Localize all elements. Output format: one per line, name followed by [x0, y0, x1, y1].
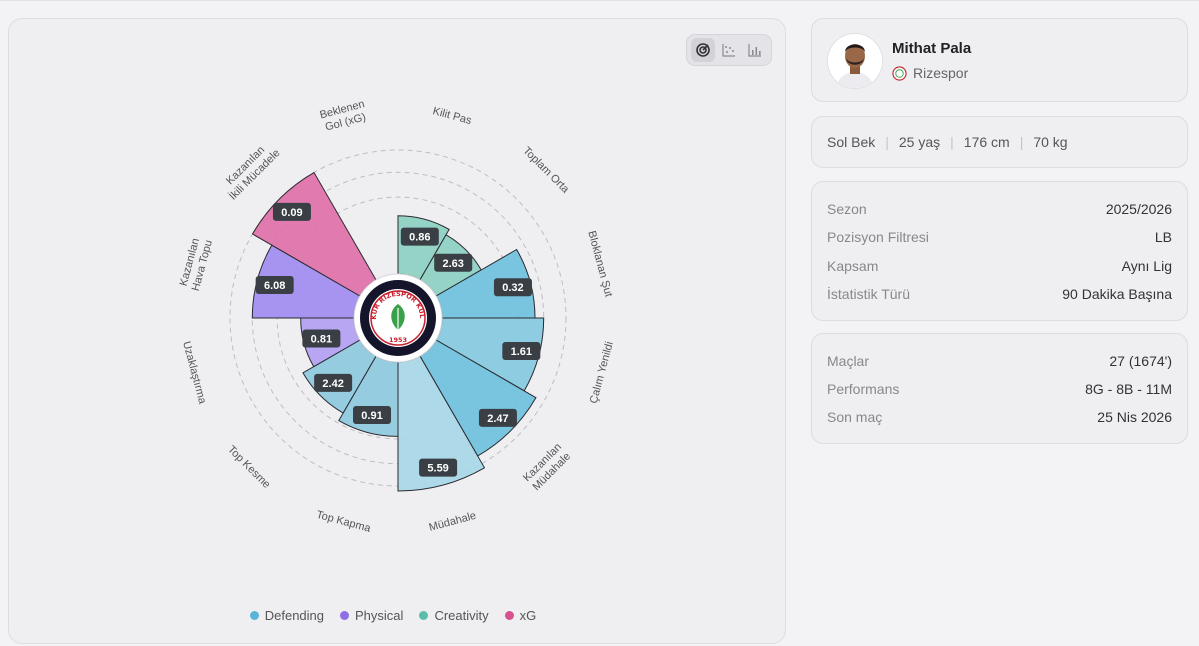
stat-value: 25 Nis 2026 [1097, 409, 1172, 425]
setting-label: Sezon [827, 201, 867, 217]
player-height: 176 cm [963, 134, 1010, 150]
value-label: 0.91 [353, 405, 392, 424]
legend-dot [340, 611, 350, 620]
player-weight: 70 kg [1033, 134, 1068, 150]
setting-label: İstatistik Türü [827, 286, 910, 302]
axis-label: KazanılanMüdahale [521, 441, 573, 493]
setting-value: 90 Dakika Başına [1062, 286, 1172, 302]
legend-label: Defending [264, 608, 325, 623]
radial-chart-button[interactable] [691, 38, 715, 62]
setting-value: Aynı Lig [1121, 258, 1172, 274]
legend-item-defending[interactable]: Defending [249, 608, 325, 623]
value-label: 0.09 [272, 202, 311, 221]
axis-label: KazanılanHava Topu [177, 235, 215, 292]
svg-text:0.32: 0.32 [502, 282, 523, 294]
value-label: 0.81 [302, 329, 341, 348]
value-label: 0.32 [493, 278, 532, 297]
stat-label: Maçlar [827, 353, 870, 369]
axis-label: Top Kapma [315, 509, 373, 535]
value-label: 2.63 [434, 253, 473, 272]
svg-text:1.61: 1.61 [511, 346, 532, 358]
svg-text:5.59: 5.59 [427, 463, 448, 475]
setting-value: 2025/2026 [1105, 201, 1172, 217]
bio-separator: | [885, 134, 889, 150]
svg-text:2.47: 2.47 [487, 413, 508, 425]
setting-position-filter: Pozisyon Filtresi LB [827, 229, 1172, 245]
axis-label: Bloklanan Şut [585, 230, 614, 299]
value-label: 6.08 [255, 275, 294, 294]
player-club[interactable]: Rizespor [892, 65, 968, 81]
stat-matches: Maçlar 27 (1674') [827, 353, 1172, 369]
top-divider [0, 0, 1199, 1]
axis-label: BeklenenGol (xG) [319, 98, 370, 134]
bio-separator: | [950, 134, 954, 150]
bar-chart-icon [748, 44, 761, 57]
setting-label: Pozisyon Filtresi [827, 229, 929, 245]
axis-label: Müdahale [428, 510, 478, 534]
bar-chart-button[interactable] [743, 38, 767, 62]
value-label: 1.61 [502, 342, 541, 361]
stat-label: Performans [827, 381, 900, 397]
svg-text:6.08: 6.08 [264, 280, 285, 292]
stat-last-match: Son maç 25 Nis 2026 [827, 409, 1172, 425]
polar-area-chart: Kilit Pas Toplam Orta Bloklanan Şut Çalım Y… [0, 0, 616, 535]
value-label: 5.59 [419, 458, 458, 477]
legend-item-xg[interactable]: xG [504, 608, 537, 623]
scatter-chart-button[interactable] [717, 38, 741, 62]
chart-value-labels: 0.86 2.63 0.32 1.61 2.47 5.59 0.91 2.42 0.81 6.08… [255, 202, 541, 477]
stat-label: Son maç [827, 409, 883, 425]
bio-separator: | [1019, 134, 1024, 150]
axis-label: Kilit Pas [431, 105, 473, 127]
club-crest-icon [892, 65, 907, 81]
setting-label: Kapsam [827, 258, 879, 274]
player-profile-card: Mithat Pala Rizespor [811, 18, 1188, 102]
radial-chart-icon [696, 43, 710, 57]
axis-label: Top Kesme [225, 444, 272, 491]
chart-legend: Defending Physical Creativity xG [0, 608, 786, 623]
player-bio-card: Sol Bek | 25 yaş | 176 cm | 70 kg [811, 116, 1188, 168]
player-age: 25 yaş [898, 134, 941, 150]
legend-dot [419, 611, 429, 620]
svg-text:0.86: 0.86 [409, 232, 430, 244]
player-position: Sol Bek [827, 134, 876, 150]
legend-item-creativity[interactable]: Creativity [419, 608, 489, 623]
value-label: 2.47 [478, 408, 517, 427]
legend-label: Creativity [434, 608, 489, 623]
stat-value: 27 (1674') [1109, 353, 1172, 369]
svg-text:0.09: 0.09 [281, 207, 302, 219]
svg-text:2.63: 2.63 [442, 258, 463, 270]
value-label: 2.42 [314, 373, 353, 392]
club-center-badge: ÇAYKUR RİZESPOR KULÜBÜ 1953 [0, 0, 443, 363]
stat-performance: Performans 8G - 8B - 11M [827, 381, 1172, 397]
stat-value: 8G - 8B - 11M [1085, 381, 1172, 397]
setting-stat-type: İstatistik Türü 90 Dakika Başına [827, 286, 1172, 302]
axis-label: Uzaklaştırma [180, 340, 208, 406]
player-avatar [827, 33, 883, 89]
player-name: Mithat Pala [892, 40, 972, 57]
legend-item-physical[interactable]: Physical [340, 608, 403, 623]
filter-settings-card: Sezon 2025/2026 Pozisyon Filtresi LB Kap… [811, 181, 1188, 321]
setting-value: LB [1154, 229, 1172, 245]
axis-label: Çalım Yenildi [588, 340, 616, 405]
match-stats-card: Maçlar 27 (1674') Performans 8G - 8B - 1… [811, 333, 1188, 444]
legend-label: Physical [355, 608, 404, 623]
setting-scope: Kapsam Aynı Lig [827, 258, 1172, 274]
legend-label: xG [519, 608, 537, 623]
setting-season: Sezon 2025/2026 [827, 201, 1172, 217]
crest-year: 1953 [389, 336, 407, 344]
axis-label: Toplam Orta [520, 145, 571, 196]
value-label: 0.86 [400, 227, 439, 246]
scatter-chart-icon [722, 44, 735, 57]
axis-label: Kazanılanİkili Mücadele [218, 138, 283, 203]
legend-dot [504, 611, 514, 620]
player-avatar-icon [828, 34, 882, 88]
club-name: Rizespor [913, 65, 969, 81]
legend-dot [249, 611, 259, 620]
svg-text:0.91: 0.91 [361, 410, 382, 422]
chart-view-toggle [686, 34, 772, 66]
svg-text:0.81: 0.81 [311, 334, 332, 346]
svg-text:2.42: 2.42 [322, 378, 343, 390]
